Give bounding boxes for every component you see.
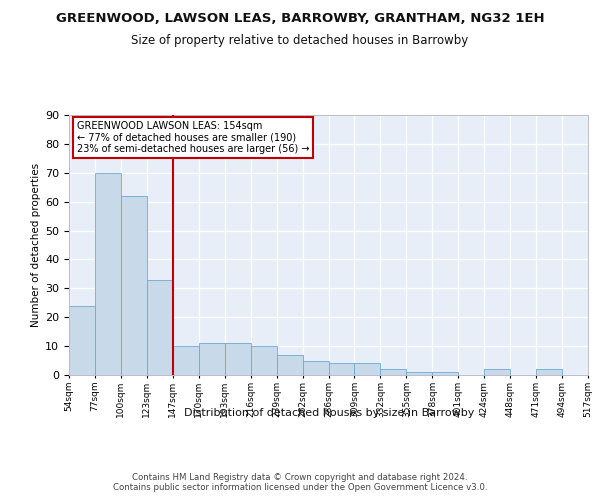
Bar <box>147 280 173 375</box>
Bar <box>225 343 251 375</box>
Bar <box>199 343 224 375</box>
Text: Contains HM Land Registry data © Crown copyright and database right 2024.
Contai: Contains HM Land Registry data © Crown c… <box>113 472 487 492</box>
Bar <box>484 369 510 375</box>
Text: Size of property relative to detached houses in Barrowby: Size of property relative to detached ho… <box>131 34 469 47</box>
Bar <box>433 372 458 375</box>
Bar <box>536 369 562 375</box>
Text: GREENWOOD LAWSON LEAS: 154sqm
← 77% of detached houses are smaller (190)
23% of : GREENWOOD LAWSON LEAS: 154sqm ← 77% of d… <box>77 121 309 154</box>
Bar <box>121 196 147 375</box>
Bar <box>173 346 199 375</box>
Bar <box>95 173 121 375</box>
Bar <box>355 364 380 375</box>
Text: GREENWOOD, LAWSON LEAS, BARROWBY, GRANTHAM, NG32 1EH: GREENWOOD, LAWSON LEAS, BARROWBY, GRANTH… <box>56 12 544 26</box>
Bar <box>251 346 277 375</box>
Bar <box>406 372 432 375</box>
Bar <box>277 355 302 375</box>
Bar <box>380 369 406 375</box>
Bar <box>329 364 355 375</box>
Text: Distribution of detached houses by size in Barrowby: Distribution of detached houses by size … <box>184 408 474 418</box>
Bar <box>69 306 95 375</box>
Y-axis label: Number of detached properties: Number of detached properties <box>31 163 41 327</box>
Bar <box>302 360 329 375</box>
